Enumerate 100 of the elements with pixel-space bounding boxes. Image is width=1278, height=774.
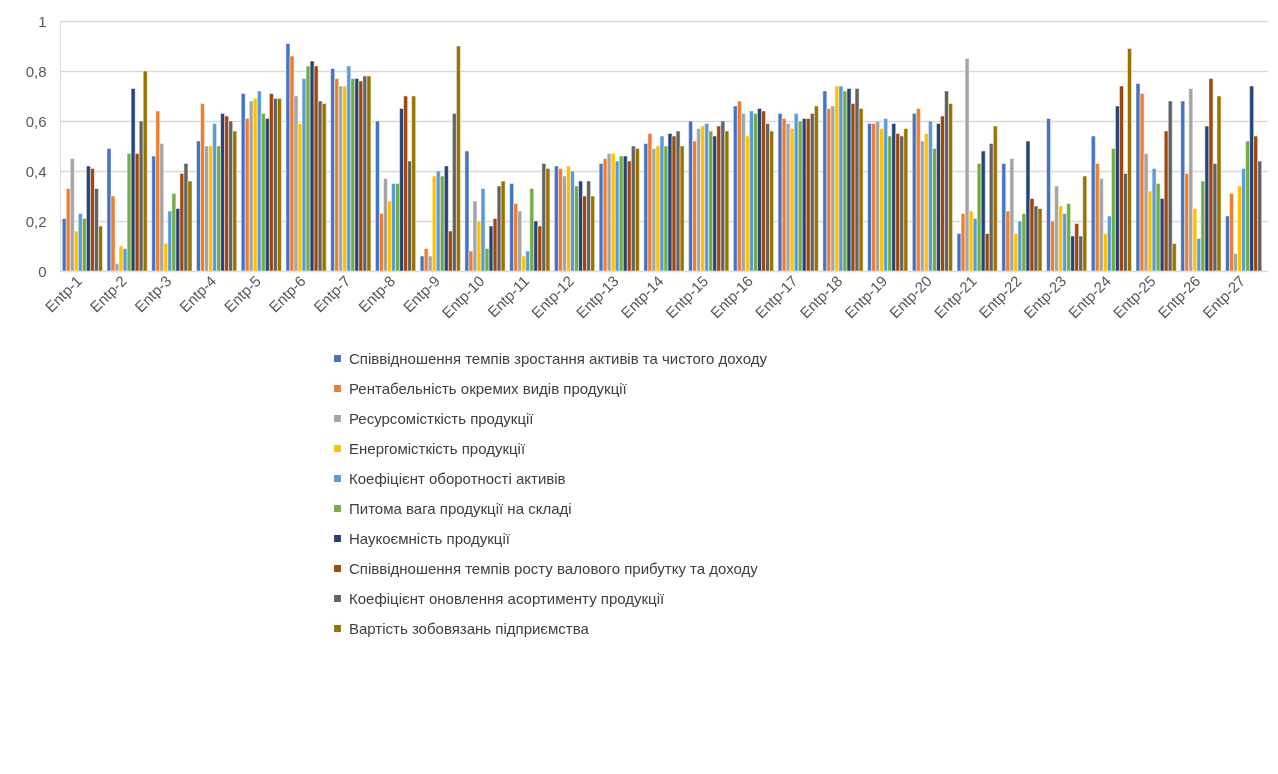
bar (667, 133, 673, 272)
legend-label: Наукоємність продукції (349, 529, 511, 547)
bar (269, 93, 274, 272)
bar (566, 165, 571, 272)
bar (623, 155, 628, 272)
bar (70, 158, 75, 272)
bar (916, 108, 921, 272)
bar (578, 180, 583, 272)
bar (761, 110, 766, 272)
bar (529, 188, 535, 272)
y-tick-label: 0,4 (25, 162, 47, 180)
bar (436, 170, 441, 272)
bar (854, 88, 860, 272)
bar (509, 183, 514, 272)
bar (822, 90, 828, 272)
bar (240, 93, 246, 272)
legend-label: Коефіцієнт оновлення асортименту продукції (349, 589, 666, 607)
bar (1037, 208, 1043, 272)
bar (688, 120, 693, 272)
bar (330, 68, 335, 272)
bar (1082, 175, 1088, 272)
bar (1009, 158, 1015, 272)
bar (285, 43, 291, 272)
bar (183, 163, 189, 272)
bar (224, 115, 229, 272)
legend-label: Коефіцієнт оборотності активів (349, 469, 566, 487)
y-tick-label: 0 (38, 262, 47, 280)
bar (346, 65, 352, 272)
bar (383, 178, 388, 272)
bar (944, 90, 949, 272)
bar (171, 193, 177, 272)
bar (980, 150, 986, 272)
bar (411, 95, 416, 272)
bar (130, 88, 136, 272)
bar (106, 148, 112, 272)
legend-label: Рентабельність окремих видів продукції (349, 379, 628, 397)
bar (456, 45, 461, 272)
bar (309, 60, 315, 272)
bar (883, 118, 888, 272)
y-tick-label: 1 (38, 12, 47, 30)
legend-label: Вартість зобовязань підприємства (349, 619, 590, 637)
bar (964, 58, 970, 272)
bar (720, 120, 726, 272)
bar (1046, 118, 1051, 272)
bar (366, 75, 372, 272)
bar (200, 103, 205, 272)
bar (659, 135, 665, 272)
legend-label: Ресурсомісткість продукції (349, 409, 535, 427)
bar (814, 105, 819, 272)
bar (891, 123, 897, 272)
bar (846, 88, 852, 272)
bar (423, 248, 429, 272)
bar (1091, 135, 1096, 272)
y-tick-label: 0,8 (25, 62, 47, 80)
bar (118, 245, 124, 272)
bar (1208, 78, 1214, 272)
bar (90, 168, 95, 272)
bar (777, 113, 783, 272)
bar (277, 98, 282, 272)
bar (1216, 95, 1222, 272)
bar (1074, 223, 1079, 272)
bar (875, 120, 880, 272)
legend-label: Співвідношення темпів росту валового прибутку та доходу (349, 559, 759, 577)
bar (1119, 85, 1124, 272)
bar (675, 130, 681, 272)
bar (1180, 100, 1186, 272)
bar (212, 123, 217, 272)
bar (403, 95, 408, 272)
bar (793, 113, 799, 272)
bar (993, 125, 998, 272)
bar (375, 120, 380, 272)
bar (554, 165, 559, 272)
bar (1025, 140, 1031, 272)
bar (464, 150, 470, 272)
bar (1127, 48, 1132, 272)
bar (480, 188, 486, 272)
y-tick-label: 0,2 (25, 212, 47, 230)
bar (78, 213, 83, 272)
bar (1066, 203, 1071, 272)
bar (1188, 88, 1194, 272)
bar (1001, 163, 1007, 272)
bar (635, 148, 640, 272)
bar (558, 168, 563, 272)
bar (737, 100, 742, 272)
bar (1229, 193, 1234, 272)
bar (586, 180, 591, 272)
bar (1054, 185, 1059, 272)
bar (838, 85, 844, 272)
bar (647, 133, 653, 272)
bar (321, 103, 327, 272)
bar (928, 120, 933, 272)
bar (1167, 100, 1173, 272)
bar (500, 180, 506, 272)
y-tick-label: 0,6 (25, 112, 47, 130)
bar (704, 123, 709, 272)
bar (541, 163, 547, 272)
legend-label: Питома вага продукції на складі (349, 499, 572, 517)
bar (1135, 83, 1141, 272)
legend-label: Енергомісткість продукції (349, 439, 526, 457)
bar (903, 128, 909, 272)
